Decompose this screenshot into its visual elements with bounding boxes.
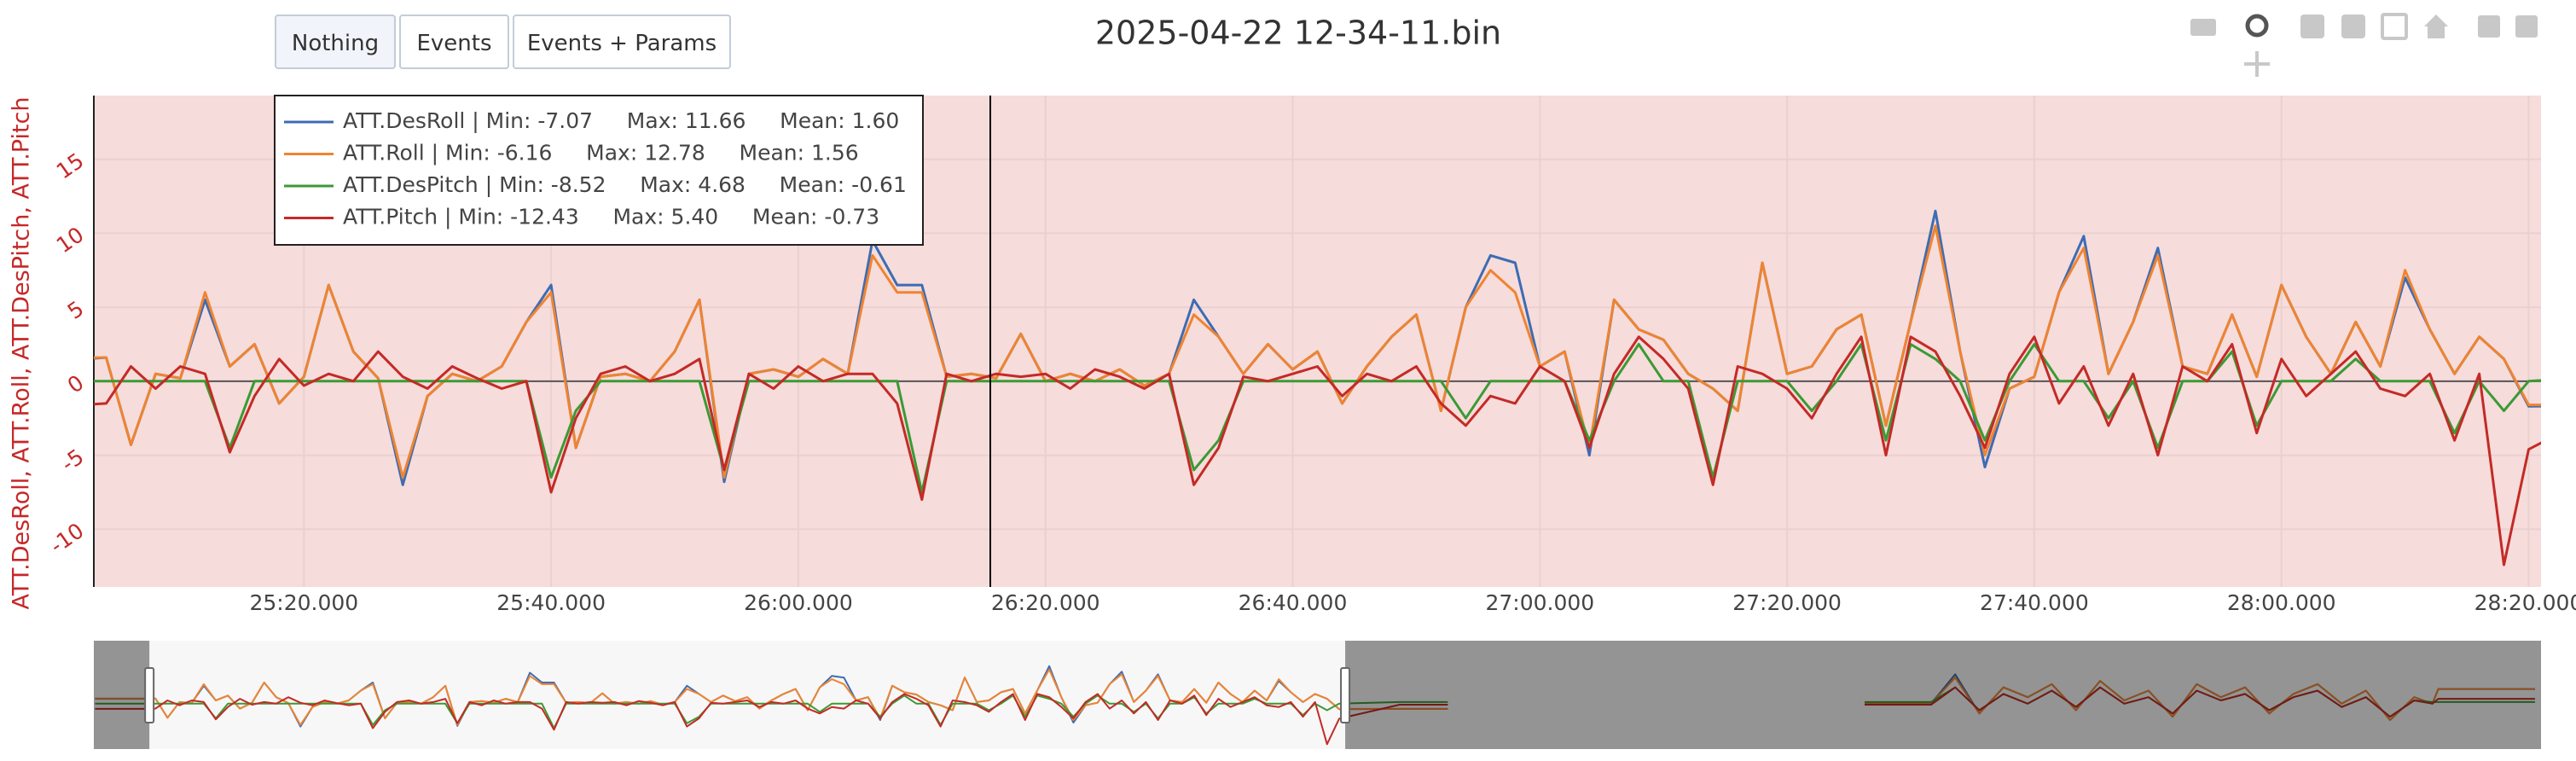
zoom-in-icon[interactable] (2300, 15, 2324, 38)
rangeslider-handle[interactable] (144, 667, 155, 723)
filter-button[interactable]: Events + Params (513, 15, 731, 69)
save-icon[interactable] (2515, 15, 2538, 38)
save-icon[interactable] (2478, 15, 2500, 38)
x-tick-label: 27:20.000 (1732, 590, 1842, 615)
x-tick-label: 26:20.000 (991, 590, 1100, 615)
series-line (94, 343, 2541, 494)
autoscale-icon[interactable] (2381, 13, 2408, 40)
legend-box (274, 95, 924, 246)
legend-label: ATT.Roll | Min: -6.16 Max: 12.78 Mean: 1… (343, 141, 859, 166)
rangeslider-mask (94, 641, 150, 749)
y-tick-label: -10 (45, 518, 88, 558)
x-tick-label: 27:40.000 (1980, 590, 2089, 615)
rangeslider-handle[interactable] (1340, 667, 1351, 723)
filter-button[interactable]: Events (399, 15, 509, 69)
legend-label: ATT.DesRoll | Min: -7.07 Max: 11.66 Mean… (343, 108, 899, 133)
legend-label: ATT.DesPitch | Min: -8.52 Max: 4.68 Mean… (343, 172, 907, 197)
filter-button[interactable]: Nothing (275, 15, 396, 69)
x-tick-label: 26:00.000 (744, 590, 853, 615)
y-tick-label: 10 (52, 222, 89, 258)
chart-title: 2025-04-22 12-34-11.bin (1095, 15, 1501, 52)
rangeslider-mask (1345, 641, 2541, 749)
y-tick-label: 0 (63, 370, 89, 398)
zoom-icon[interactable] (2245, 14, 2269, 38)
legend-label: ATT.Pitch | Min: -12.43 Max: 5.40 Mean: … (343, 205, 879, 229)
series-line (94, 335, 2541, 566)
y-tick-label: 5 (63, 296, 89, 324)
y-axis-title: ATT.DesRoll, ATT.Roll, ATT.DesPitch, ATT… (9, 96, 35, 609)
camera-icon[interactable] (2190, 19, 2216, 36)
home-icon[interactable] (2424, 15, 2448, 38)
x-tick-label: 25:40.000 (496, 590, 606, 615)
zoom-out-icon[interactable] (2341, 15, 2365, 38)
rangeslider-line (95, 686, 2535, 746)
x-tick-label: 27:00.000 (1485, 590, 1594, 615)
rangeslider-line (95, 668, 2535, 726)
x-tick-label: 28:00.000 (2227, 590, 2336, 615)
x-tick-label: 26:40.000 (1239, 590, 1348, 615)
y-tick-label: 15 (52, 148, 89, 183)
modebar (2190, 13, 2538, 77)
x-tick-label: 25:20.000 (249, 590, 358, 615)
y-tick-label: -5 (56, 444, 88, 476)
series-line (94, 224, 2541, 479)
x-tick-label: 28:20.000 (2474, 590, 2576, 615)
pan-icon[interactable] (2244, 51, 2270, 77)
